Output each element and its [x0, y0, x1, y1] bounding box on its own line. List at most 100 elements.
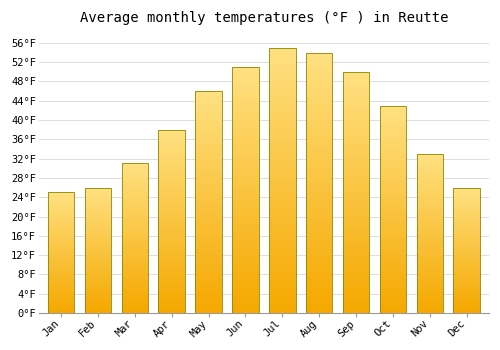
Bar: [232, 87, 258, 92]
Bar: [416, 230, 443, 233]
Bar: [196, 233, 222, 238]
Bar: [306, 84, 332, 89]
Bar: [84, 210, 111, 213]
Bar: [380, 230, 406, 234]
Bar: [416, 195, 443, 198]
Bar: [48, 214, 74, 217]
Bar: [269, 281, 295, 286]
Bar: [84, 248, 111, 250]
Bar: [48, 270, 74, 272]
Bar: [48, 193, 74, 313]
Bar: [454, 223, 480, 225]
Bar: [48, 265, 74, 267]
Bar: [48, 219, 74, 221]
Bar: [84, 230, 111, 233]
Bar: [343, 289, 369, 294]
Bar: [306, 240, 332, 245]
Bar: [84, 303, 111, 306]
Bar: [416, 157, 443, 160]
Bar: [380, 263, 406, 267]
Bar: [232, 77, 258, 82]
Bar: [306, 63, 332, 68]
Bar: [416, 154, 443, 313]
Bar: [416, 176, 443, 179]
Bar: [306, 193, 332, 198]
Bar: [380, 139, 406, 143]
Bar: [48, 221, 74, 224]
Bar: [454, 310, 480, 313]
Bar: [343, 168, 369, 173]
Bar: [306, 245, 332, 251]
Bar: [306, 58, 332, 63]
Bar: [196, 180, 222, 184]
Bar: [343, 236, 369, 241]
Bar: [122, 253, 148, 256]
Bar: [196, 198, 222, 202]
Bar: [416, 214, 443, 217]
Bar: [454, 190, 480, 192]
Bar: [232, 298, 258, 303]
Bar: [454, 295, 480, 298]
Bar: [380, 193, 406, 197]
Bar: [122, 217, 148, 220]
Bar: [343, 154, 369, 159]
Bar: [158, 284, 185, 287]
Bar: [343, 303, 369, 308]
Bar: [196, 122, 222, 127]
Bar: [158, 262, 185, 265]
Bar: [380, 234, 406, 238]
Bar: [196, 184, 222, 189]
Bar: [122, 277, 148, 280]
Bar: [48, 310, 74, 313]
Bar: [416, 217, 443, 221]
Bar: [158, 298, 185, 302]
Bar: [158, 177, 185, 181]
Bar: [380, 209, 406, 214]
Bar: [196, 189, 222, 193]
Bar: [343, 274, 369, 279]
Bar: [196, 162, 222, 167]
Bar: [269, 228, 295, 233]
Bar: [454, 188, 480, 313]
Bar: [343, 159, 369, 163]
Bar: [306, 261, 332, 266]
Bar: [48, 260, 74, 262]
Bar: [343, 96, 369, 101]
Bar: [196, 158, 222, 162]
Bar: [454, 245, 480, 248]
Bar: [416, 284, 443, 288]
Bar: [454, 235, 480, 238]
Bar: [84, 283, 111, 285]
Bar: [454, 243, 480, 245]
Bar: [269, 217, 295, 223]
Bar: [416, 256, 443, 259]
Bar: [416, 186, 443, 189]
Bar: [48, 258, 74, 260]
Bar: [306, 99, 332, 105]
Bar: [343, 299, 369, 303]
Bar: [269, 127, 295, 133]
Bar: [158, 152, 185, 155]
Bar: [416, 160, 443, 163]
Bar: [269, 180, 295, 186]
Bar: [380, 197, 406, 201]
Bar: [380, 292, 406, 296]
Bar: [48, 301, 74, 303]
Bar: [48, 250, 74, 253]
Bar: [454, 260, 480, 263]
Bar: [158, 302, 185, 306]
Bar: [196, 113, 222, 118]
Bar: [416, 198, 443, 202]
Bar: [158, 155, 185, 159]
Bar: [269, 48, 295, 53]
Bar: [269, 244, 295, 249]
Bar: [416, 189, 443, 192]
Bar: [380, 106, 406, 110]
Bar: [122, 196, 148, 200]
Bar: [306, 52, 332, 58]
Bar: [48, 195, 74, 197]
Bar: [48, 207, 74, 209]
Bar: [416, 307, 443, 310]
Bar: [269, 297, 295, 302]
Bar: [306, 183, 332, 188]
